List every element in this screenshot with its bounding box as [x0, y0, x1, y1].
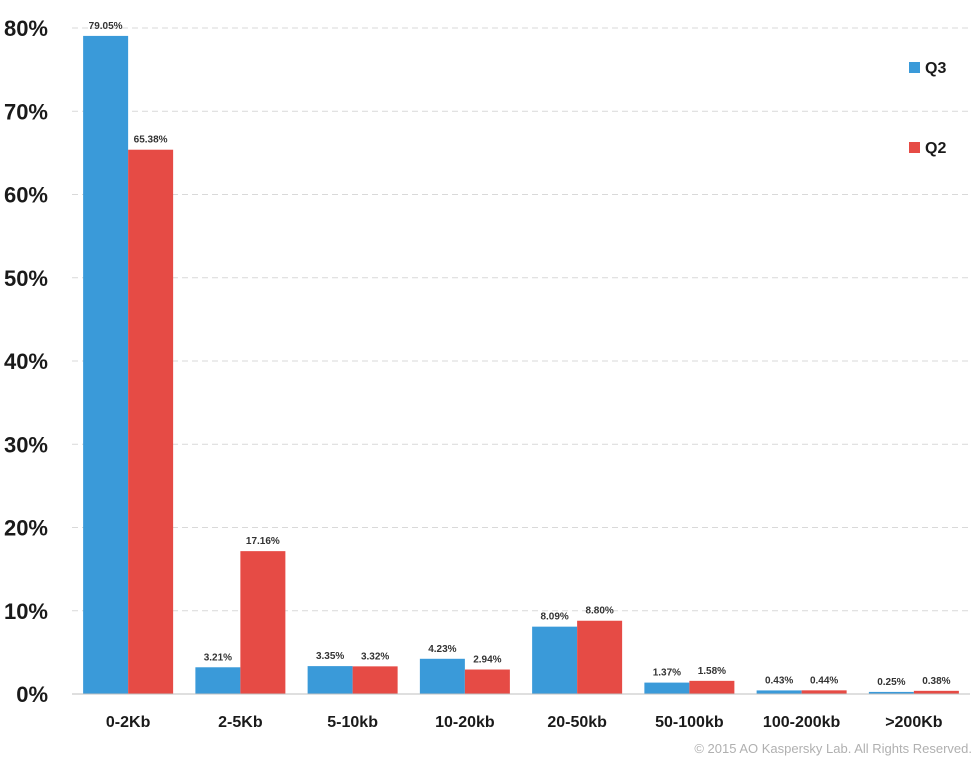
- data-label: 0.43%: [765, 675, 793, 686]
- y-axis: 0% 10% 20% 30% 40% 50% 60% 70% 80%: [4, 16, 48, 707]
- bar-q2: [240, 551, 286, 694]
- bar-q2: [464, 669, 510, 694]
- y-tick-label: 50%: [4, 266, 48, 291]
- data-label: 2.94%: [473, 655, 501, 666]
- bar-q3: [644, 682, 690, 694]
- y-tick-label: 20%: [4, 516, 48, 541]
- y-tick-label: 0%: [16, 682, 48, 707]
- y-tick-label: 60%: [4, 183, 48, 208]
- x-tick-label: 50-100kb: [655, 714, 724, 731]
- bar-q2: [801, 690, 847, 694]
- bar-q2: [128, 149, 174, 695]
- bar-q2: [352, 666, 398, 694]
- legend-swatch-q2: [909, 142, 920, 153]
- legend-label-q3: Q3: [925, 60, 946, 77]
- bar-q2: [577, 620, 623, 694]
- data-label: 8.09%: [540, 612, 568, 623]
- x-tick-label: 10-20kb: [435, 714, 495, 731]
- y-tick-label: 10%: [4, 599, 48, 624]
- bar-q3: [419, 658, 465, 694]
- x-tick-label: 100-200kb: [763, 714, 841, 731]
- y-tick-label: 40%: [4, 349, 48, 374]
- data-label: 1.37%: [653, 668, 681, 679]
- data-label: 0.38%: [922, 676, 950, 687]
- data-label: 3.35%: [316, 651, 344, 662]
- data-label: 3.21%: [204, 652, 232, 663]
- bar-q2: [913, 690, 959, 694]
- bar-q3: [868, 691, 914, 694]
- x-axis: 0-2Kb 2-5Kb 5-10kb 10-20kb 20-50kb 50-100kb 10…: [72, 693, 970, 731]
- data-label: 0.44%: [810, 675, 838, 686]
- copyright-footer: © 2015 AO Kaspersky Lab. All Rights Rese…: [694, 741, 972, 756]
- bar-q2: [689, 680, 735, 694]
- gridlines: [72, 27, 970, 612]
- bar-q3: [83, 35, 129, 694]
- x-tick-label: 5-10kb: [327, 714, 378, 731]
- data-label: 79.05%: [89, 21, 123, 32]
- legend: Q3 Q2: [909, 60, 946, 157]
- data-label: 65.38%: [134, 135, 168, 146]
- bar-q3: [756, 690, 802, 694]
- x-tick-label: 2-5Kb: [218, 714, 263, 731]
- y-tick-label: 80%: [4, 16, 48, 41]
- data-label: 4.23%: [428, 644, 456, 655]
- data-label: 3.32%: [361, 651, 389, 662]
- x-tick-label: 0-2Kb: [106, 714, 151, 731]
- x-tick-label: 20-50kb: [547, 714, 607, 731]
- data-label: 8.80%: [585, 606, 613, 617]
- bar-q3: [195, 667, 241, 694]
- legend-swatch-q3: [909, 62, 920, 73]
- bar-q3: [307, 666, 353, 694]
- y-tick-label: 30%: [4, 432, 48, 457]
- data-label: 17.16%: [246, 536, 280, 547]
- data-label: 0.25%: [877, 677, 905, 688]
- y-tick-label: 70%: [4, 99, 48, 124]
- bar-q3: [532, 626, 578, 694]
- bars: 79.05% 65.38% 3.21% 17.16% 3.35% 3.32% 4.23% 2.…: [83, 21, 959, 695]
- legend-label-q2: Q2: [925, 140, 946, 157]
- data-label: 1.58%: [698, 666, 726, 677]
- x-tick-label: >200Kb: [885, 714, 943, 731]
